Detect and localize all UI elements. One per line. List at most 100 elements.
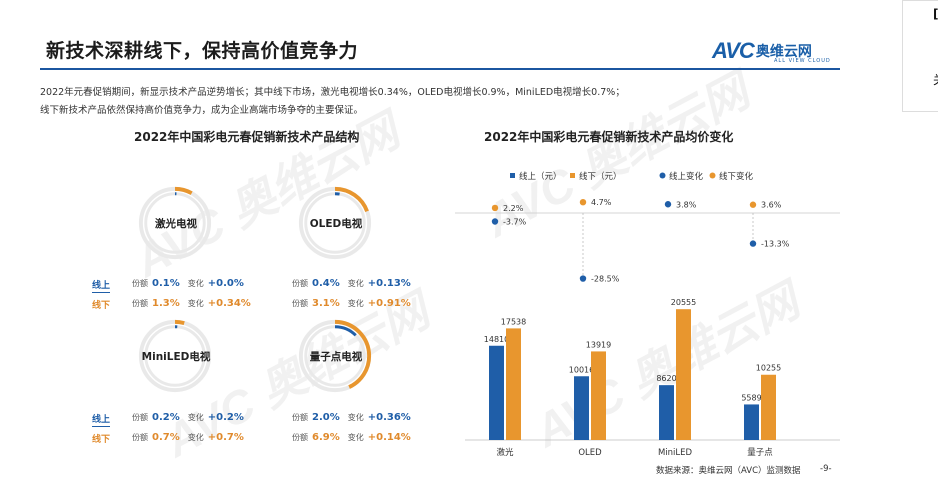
side-clip-text-1: [ bbox=[933, 7, 938, 21]
legend-swatch bbox=[570, 173, 575, 178]
share-value: 0.2% bbox=[152, 412, 180, 423]
change-dot bbox=[491, 204, 499, 212]
stat-row: 份额 6.9% 变化 +0.14% bbox=[292, 432, 411, 443]
change-label: 变化 bbox=[347, 413, 364, 422]
donut-3 bbox=[298, 319, 372, 393]
bar-value-label: 8620 bbox=[656, 374, 676, 383]
offline-tag: 线下 bbox=[92, 435, 111, 445]
donut-label: MiniLED电视 bbox=[141, 351, 211, 363]
change-label: 变化 bbox=[187, 413, 204, 422]
donut-section-title: 2022年中国彩电元春促销新技术产品结构 bbox=[134, 130, 360, 144]
share-value: 2.0% bbox=[312, 412, 340, 423]
change-label: 2.2% bbox=[503, 204, 524, 213]
change-label: 变化 bbox=[347, 433, 364, 442]
share-label: 份额 bbox=[292, 433, 308, 442]
data-source: 数据来源：奥维云网（AVC）监测数据 bbox=[656, 466, 801, 476]
stat-row: 份额 2.0% 变化 +0.36% bbox=[292, 412, 411, 423]
donut-label: OLED电视 bbox=[309, 218, 363, 230]
change-dot bbox=[491, 218, 499, 225]
donut-online-arc bbox=[144, 325, 206, 387]
stat-row: 份额 0.7% 变化 +0.7% bbox=[132, 432, 244, 443]
change-value: +0.34% bbox=[207, 298, 251, 309]
change-dot bbox=[749, 240, 757, 247]
bar-value-label: 13919 bbox=[586, 340, 611, 349]
legend-swatch bbox=[510, 173, 515, 178]
bar-offline bbox=[676, 309, 691, 440]
donut-1 bbox=[298, 186, 372, 260]
donut-online-arc bbox=[304, 325, 366, 387]
change-dot bbox=[664, 201, 672, 208]
description-line-2: 线下新技术产品依然保持高价值竞争力，成为企业高端市场争夺的主要保证。 bbox=[40, 105, 364, 116]
change-value: +0.7% bbox=[207, 432, 244, 443]
legend-dot bbox=[709, 172, 716, 179]
stat-row: 份额 0.2% 变化 +0.2% bbox=[132, 412, 244, 423]
change-label: 变化 bbox=[187, 279, 204, 288]
change-label: 4.7% bbox=[591, 198, 612, 207]
share-label: 份额 bbox=[292, 413, 308, 422]
share-value: 1.3% bbox=[152, 298, 180, 309]
change-label: -13.3% bbox=[761, 240, 790, 249]
stat-row: 份额 1.3% 变化 +0.34% bbox=[132, 298, 251, 309]
donut-offline-arc bbox=[138, 319, 212, 393]
change-value: +0.13% bbox=[367, 278, 411, 289]
change-dot bbox=[579, 198, 587, 206]
legend-label: 线上（元） bbox=[519, 171, 562, 182]
share-label: 份额 bbox=[132, 433, 148, 442]
share-label: 份额 bbox=[132, 299, 148, 308]
donut-2 bbox=[138, 319, 212, 393]
bar-value-label: 14810 bbox=[484, 335, 509, 344]
bar-online bbox=[659, 385, 674, 440]
bar-value-label: 5589 bbox=[741, 393, 761, 402]
share-label: 份额 bbox=[292, 299, 308, 308]
brand-logo: AVC 奥维云网 ALL VIEW CLOUD bbox=[712, 38, 830, 64]
donut-label: 激光电视 bbox=[155, 218, 197, 230]
online-tag: 线上 bbox=[92, 278, 111, 293]
change-value: +0.0% bbox=[207, 278, 244, 289]
share-value: 0.4% bbox=[312, 278, 340, 289]
legend-label: 线下（元） bbox=[579, 171, 622, 182]
bar-offline bbox=[761, 374, 776, 440]
category-label: 激光 bbox=[496, 447, 514, 458]
bar-offline bbox=[591, 351, 606, 440]
bar-offline bbox=[506, 328, 521, 440]
share-label: 份额 bbox=[132, 279, 148, 288]
donut-offline-arc bbox=[138, 186, 212, 260]
share-value: 6.9% bbox=[312, 432, 340, 443]
bar-online bbox=[489, 345, 504, 440]
change-label: 变化 bbox=[347, 279, 364, 288]
logo-cn: 奥维云网 bbox=[755, 44, 812, 60]
change-label: 3.6% bbox=[761, 201, 782, 210]
donut-offline-arc bbox=[298, 186, 372, 260]
category-label: OLED bbox=[578, 448, 602, 458]
stat-row: 份额 0.1% 变化 +0.0% bbox=[132, 278, 244, 289]
change-label: -28.5% bbox=[591, 275, 620, 284]
change-dot bbox=[749, 201, 757, 208]
donut-0 bbox=[138, 186, 212, 260]
slide: AVC 奥维云网 AVC 奥维云网 AVC 奥维云网 AVC 奥维云网 新技术深… bbox=[40, 38, 840, 476]
side-clip-text-2: 关 bbox=[933, 71, 938, 88]
donut-online-arc bbox=[144, 192, 206, 254]
online-tag: 线上 bbox=[92, 412, 111, 427]
change-dot bbox=[579, 275, 587, 282]
change-value: +0.36% bbox=[367, 412, 411, 423]
logo-avc: AVC bbox=[712, 38, 755, 63]
change-label: 变化 bbox=[347, 299, 364, 308]
stat-row: 份额 0.4% 变化 +0.13% bbox=[292, 278, 411, 289]
category-label: MiniLED bbox=[658, 448, 693, 458]
share-value: 3.1% bbox=[312, 298, 340, 309]
donut-label: 量子点电视 bbox=[309, 351, 363, 363]
change-value: +0.91% bbox=[367, 298, 411, 309]
bar-online bbox=[574, 376, 589, 440]
description-line-1: 2022年元春促销期间，新显示技术产品逆势增长；其中线下市场，激光电视增长0.3… bbox=[40, 87, 625, 98]
change-value: +0.2% bbox=[207, 412, 244, 423]
title-divider bbox=[40, 68, 840, 70]
category-label: 量子点 bbox=[747, 448, 773, 458]
bar-value-label: 10016 bbox=[569, 365, 594, 374]
bar-value-label: 17538 bbox=[501, 317, 526, 326]
share-label: 份额 bbox=[132, 413, 148, 422]
change-label: 变化 bbox=[187, 433, 204, 442]
share-label: 份额 bbox=[292, 279, 308, 288]
page-title: 新技术深耕线下，保持高价值竞争力 bbox=[46, 40, 359, 62]
legend-label: 线上变化 bbox=[669, 171, 704, 182]
change-label: 3.8% bbox=[676, 200, 697, 209]
